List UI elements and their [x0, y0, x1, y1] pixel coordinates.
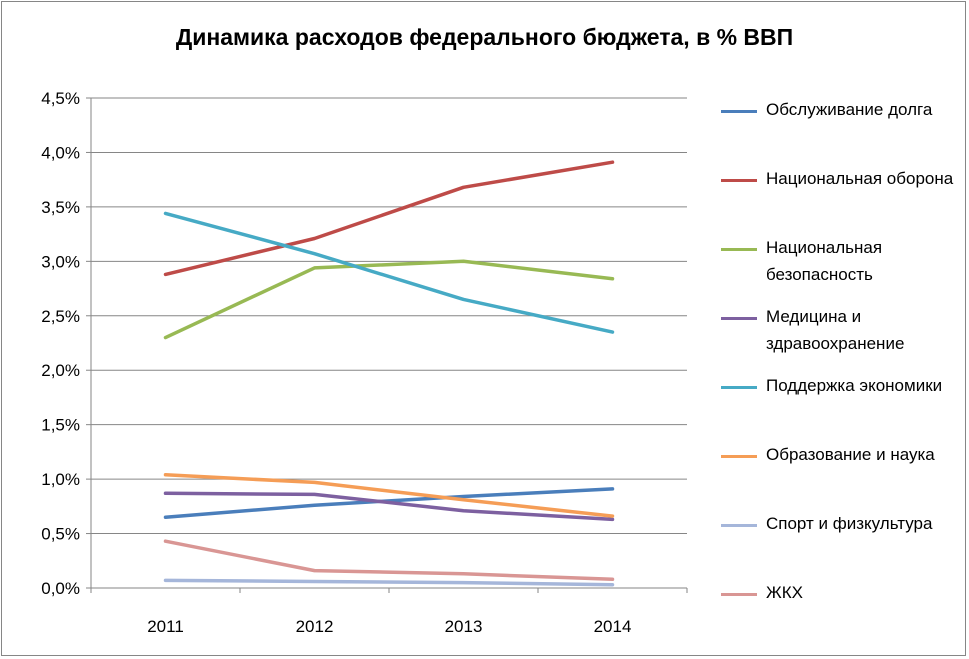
y-tick-label: 2,5% [41, 307, 80, 326]
legend-label: Медицина и здравоохранение [766, 307, 905, 353]
series-lines [163, 160, 615, 587]
y-tick-label: 1,5% [41, 416, 80, 435]
legend-item: Национальная безопасность [721, 234, 966, 303]
legend-item: ЖКХ [721, 579, 966, 648]
legend-swatch [721, 386, 757, 389]
legend: Обслуживание долга Национальная оборона На… [721, 96, 966, 648]
legend-swatch [721, 593, 757, 596]
legend-label: Спорт и физкультура [766, 514, 933, 533]
legend-item: Спорт и физкультура [721, 510, 966, 579]
y-tick-label: 3,5% [41, 198, 80, 217]
legend-item: Поддержка экономики [721, 372, 966, 441]
series-line-2 [163, 160, 615, 277]
series-line-6 [163, 473, 615, 518]
legend-swatch [721, 110, 757, 113]
series-line-4 [163, 491, 615, 522]
legend-label: ЖКХ [766, 583, 803, 602]
legend-swatch [721, 317, 757, 320]
legend-item: Образование и наука [721, 441, 966, 510]
series-line-8 [163, 539, 615, 582]
y-tick-label: 4,0% [41, 143, 80, 162]
chart-title: Динамика расходов федерального бюджета, … [175, 24, 794, 50]
y-tick-label: 1,0% [41, 470, 80, 489]
y-tick-label: 2,0% [41, 361, 80, 380]
series-line-3 [163, 259, 615, 340]
legend-swatch [721, 524, 757, 527]
y-tick-label: 0,5% [41, 525, 80, 544]
legend-label: Национальная безопасность [766, 238, 883, 284]
y-tick-label: 4,5% [41, 89, 80, 108]
legend-item: Национальная оборона [721, 165, 966, 234]
x-tick-label: 2011 [147, 617, 184, 636]
legend-item: Обслуживание долга [721, 96, 966, 165]
x-tick-label: 2014 [594, 617, 632, 636]
y-tick-label: 3,0% [41, 252, 80, 271]
axes [86, 97, 688, 593]
legend-label: Обслуживание долга [766, 100, 933, 119]
legend-label: Поддержка экономики [766, 376, 943, 395]
tick-labels: 0,0% 0,5% 1,0% 1,5% 2,0% 2,5% 3,0% 3,5% 4,0% 4,5%… [41, 89, 631, 636]
legend-label: Национальная оборона [766, 169, 954, 188]
gridlines [91, 97, 687, 535]
legend-swatch [721, 248, 757, 251]
series-line-5 [163, 211, 615, 334]
x-tick-label: 2012 [296, 617, 334, 636]
legend-swatch [721, 455, 757, 458]
legend-swatch [721, 179, 757, 182]
legend-item: Медицина и здравоохранение [721, 303, 966, 372]
x-tick-label: 2013 [445, 617, 483, 636]
series-line-7 [163, 578, 615, 587]
legend-label: Образование и наука [766, 445, 935, 464]
y-tick-label: 0,0% [41, 579, 80, 598]
